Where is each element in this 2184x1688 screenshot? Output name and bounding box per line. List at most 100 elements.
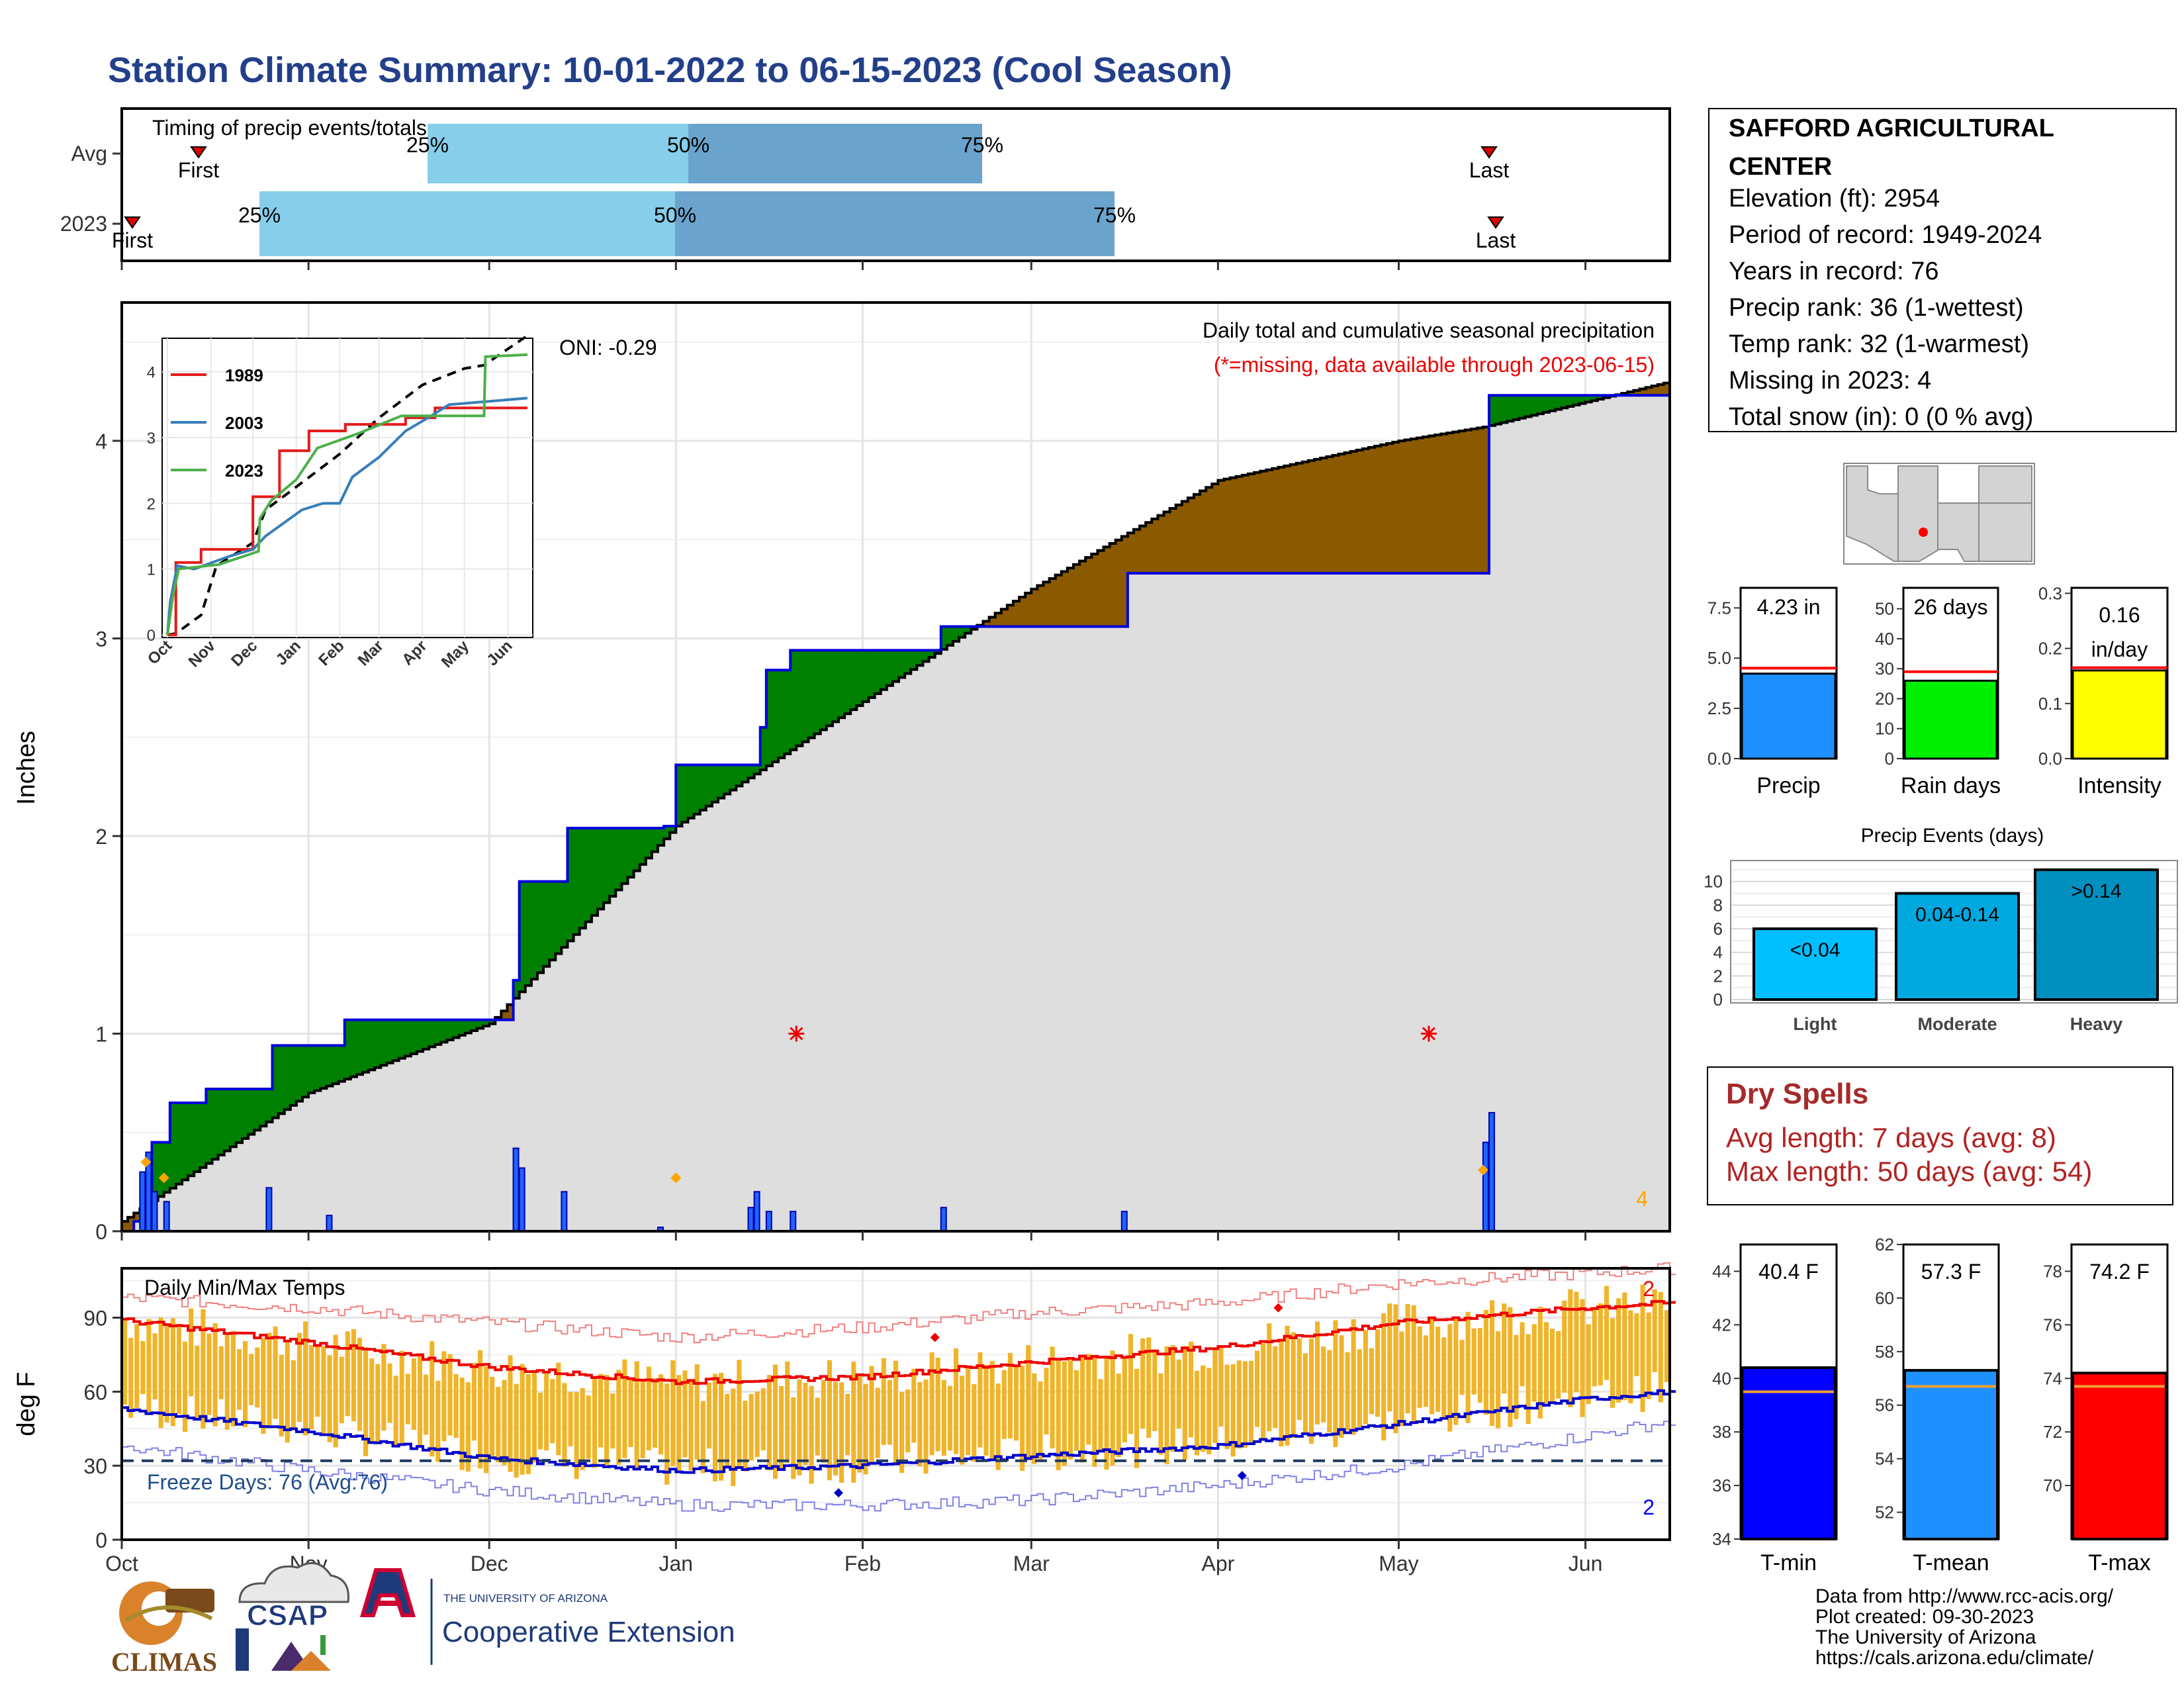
temp-bar-tick-label: 38 xyxy=(1712,1422,1731,1442)
daily-temp-range-bar xyxy=(839,1382,844,1483)
daily-temp-range-bar xyxy=(1164,1346,1169,1464)
surplus-segment xyxy=(615,828,622,890)
surplus-segment xyxy=(886,650,893,686)
daily-temp-range-bar xyxy=(1116,1374,1121,1458)
deficit-segment xyxy=(1146,522,1152,573)
summary-value-label: 26 days xyxy=(1913,595,1987,619)
month-label: Mar xyxy=(1013,1552,1050,1575)
station-snow: Total snow (in): 0 (0 % avg) xyxy=(1729,403,2033,431)
surplus-segment xyxy=(579,828,586,929)
daily-temp-range-bar xyxy=(646,1366,651,1450)
daily-temp-range-bar xyxy=(236,1349,242,1410)
deficit-segment xyxy=(1248,473,1255,573)
deficit-segment xyxy=(1187,498,1195,573)
daily-temp-range-bar xyxy=(598,1374,604,1448)
month-label: Feb xyxy=(844,1552,881,1575)
daily-temp-range-bar xyxy=(562,1383,567,1467)
station-years: Years in record: 76 xyxy=(1729,258,1939,285)
temp-y-tick-label: 0 xyxy=(95,1528,107,1552)
daily-temp-range-bar xyxy=(1465,1311,1471,1423)
events-tick-label: 2 xyxy=(1713,966,1723,986)
deficit-segment xyxy=(1381,444,1387,573)
surplus-segment xyxy=(591,828,598,915)
dry-spells-title: Dry Spells xyxy=(1726,1078,1868,1110)
temp-bar-tick-label: 44 xyxy=(1712,1261,1731,1281)
daily-precip-bar xyxy=(561,1191,568,1232)
daily-temp-range-bar xyxy=(1073,1370,1079,1451)
daily-temp-range-bar xyxy=(1508,1307,1513,1427)
observed-cumulative-line xyxy=(122,394,1670,1233)
surplus-segment xyxy=(832,650,839,722)
inset-average-line xyxy=(167,334,529,636)
temp-bar-tick-label: 60 xyxy=(1875,1288,1894,1308)
temp-bar-value-label: 74.2 F xyxy=(2089,1260,2150,1284)
surplus-segment xyxy=(525,881,532,986)
deficit-segment xyxy=(1181,501,1189,573)
month-label: May xyxy=(1379,1552,1418,1575)
deficit-segment xyxy=(122,1221,128,1231)
surplus-segment xyxy=(1591,395,1598,401)
events-category-label: Moderate xyxy=(1917,1014,1997,1034)
deficit-segment xyxy=(1320,457,1327,573)
daily-temp-range-bar xyxy=(1224,1364,1230,1450)
surplus-segment xyxy=(375,1019,381,1068)
daily-temp-range-bar xyxy=(176,1323,182,1414)
daily-temp-range-bar xyxy=(712,1374,718,1481)
temp-bar-tick-label: 42 xyxy=(1712,1315,1731,1335)
daily-temp-range-bar xyxy=(953,1348,959,1454)
surplus-segment xyxy=(1561,395,1568,408)
extreme-event-marker xyxy=(670,1172,682,1184)
surplus-segment xyxy=(435,1019,441,1045)
surplus-segment xyxy=(917,650,924,666)
station-elevation: Elevation (ft): 2954 xyxy=(1729,185,1940,212)
surplus-segment xyxy=(266,1089,273,1122)
daily-temp-range-bar xyxy=(1297,1338,1302,1421)
deficit-segment xyxy=(1194,494,1201,573)
daily-temp-range-bar xyxy=(1236,1360,1242,1449)
surplus-segment xyxy=(754,765,761,774)
deficit-segment xyxy=(1061,571,1068,627)
daily-temp-range-bar xyxy=(357,1338,363,1431)
surplus-segment xyxy=(423,1019,430,1049)
surplus-segment xyxy=(555,881,562,954)
daily-temp-range-bar xyxy=(1640,1284,1645,1413)
daily-temp-range-bar xyxy=(140,1340,146,1395)
daily-temp-range-bar xyxy=(1255,1350,1260,1427)
daily-temp-range-bar xyxy=(321,1346,326,1434)
events-frame xyxy=(1730,860,2178,1004)
temp-bar-value xyxy=(2071,1372,2167,1541)
daily-temp-range-bar xyxy=(725,1393,730,1467)
surplus-segment xyxy=(447,1019,454,1040)
temp-bar-tick-label: 62 xyxy=(1875,1235,1894,1254)
surplus-segment xyxy=(923,650,930,662)
temp-bar-value xyxy=(1903,1369,1999,1541)
surplus-segment xyxy=(844,650,851,714)
temp-bar-tick-label: 78 xyxy=(2043,1261,2062,1281)
daily-temp-range-bar xyxy=(285,1341,290,1443)
surplus-segment xyxy=(236,1089,243,1143)
daily-temp-range-bar xyxy=(1489,1300,1495,1427)
surplus-segment xyxy=(965,626,972,633)
deficit-segment xyxy=(1067,568,1074,627)
daily-temp-range-bar xyxy=(797,1379,802,1476)
summary-bar-value xyxy=(1741,673,1837,760)
deficit-segment xyxy=(1007,605,1014,627)
timing-panel: Timing of precip events/totals Avg 25% 50%… xyxy=(60,107,1671,262)
deficit-segment xyxy=(1097,550,1105,627)
surplus-segment xyxy=(645,828,653,859)
surplus-segment xyxy=(778,670,785,758)
daily-temp-range-bar xyxy=(1140,1338,1146,1429)
daily-temp-range-bar xyxy=(960,1376,965,1465)
daily-temp-range-bar xyxy=(1242,1361,1248,1448)
deficit-segment xyxy=(1296,463,1303,573)
daily-temp-range-bar xyxy=(1176,1359,1181,1429)
surplus-segment xyxy=(929,650,936,658)
surplus-segment xyxy=(959,626,966,637)
surplus-segment xyxy=(531,881,538,980)
daily-temp-range-bar xyxy=(430,1341,435,1457)
surplus-segment xyxy=(561,881,569,948)
timing-bars: Avg 25% 50% 75% First Last 2023 25% 50% 75% First L… xyxy=(60,124,1516,256)
deficit-segment xyxy=(1645,387,1653,396)
dry-spells-avg: Avg length: 7 days (avg: 8) xyxy=(1726,1122,2056,1153)
daily-temp-range-bar xyxy=(1333,1320,1338,1447)
